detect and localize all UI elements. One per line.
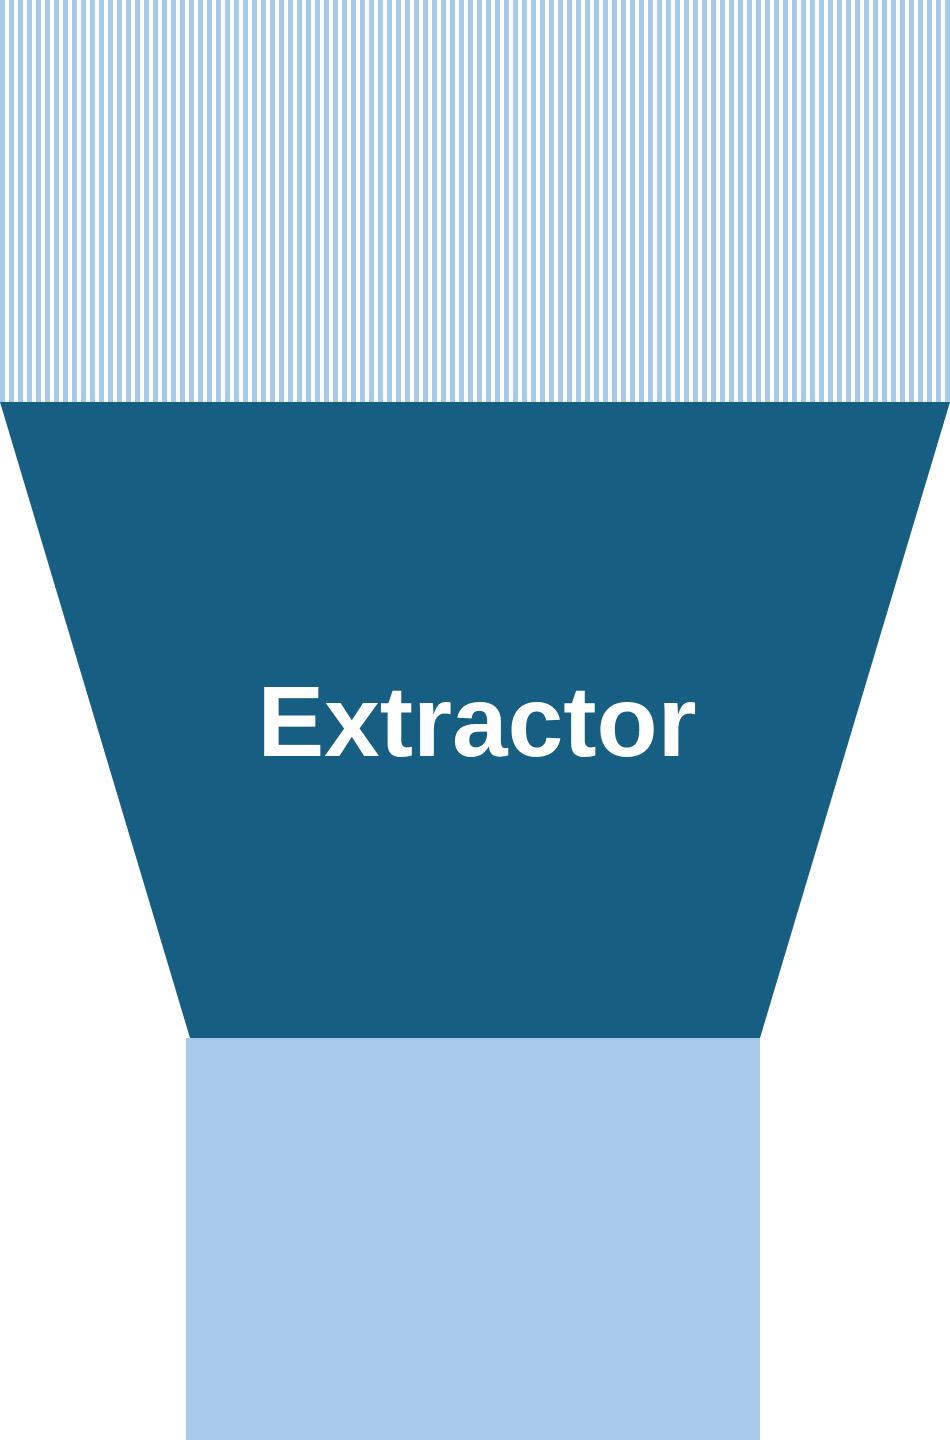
- extractor-label: Extractor: [257, 666, 696, 778]
- output-block: [186, 1038, 760, 1440]
- extractor-funnel: [0, 402, 950, 1038]
- input-features-block: [0, 0, 950, 402]
